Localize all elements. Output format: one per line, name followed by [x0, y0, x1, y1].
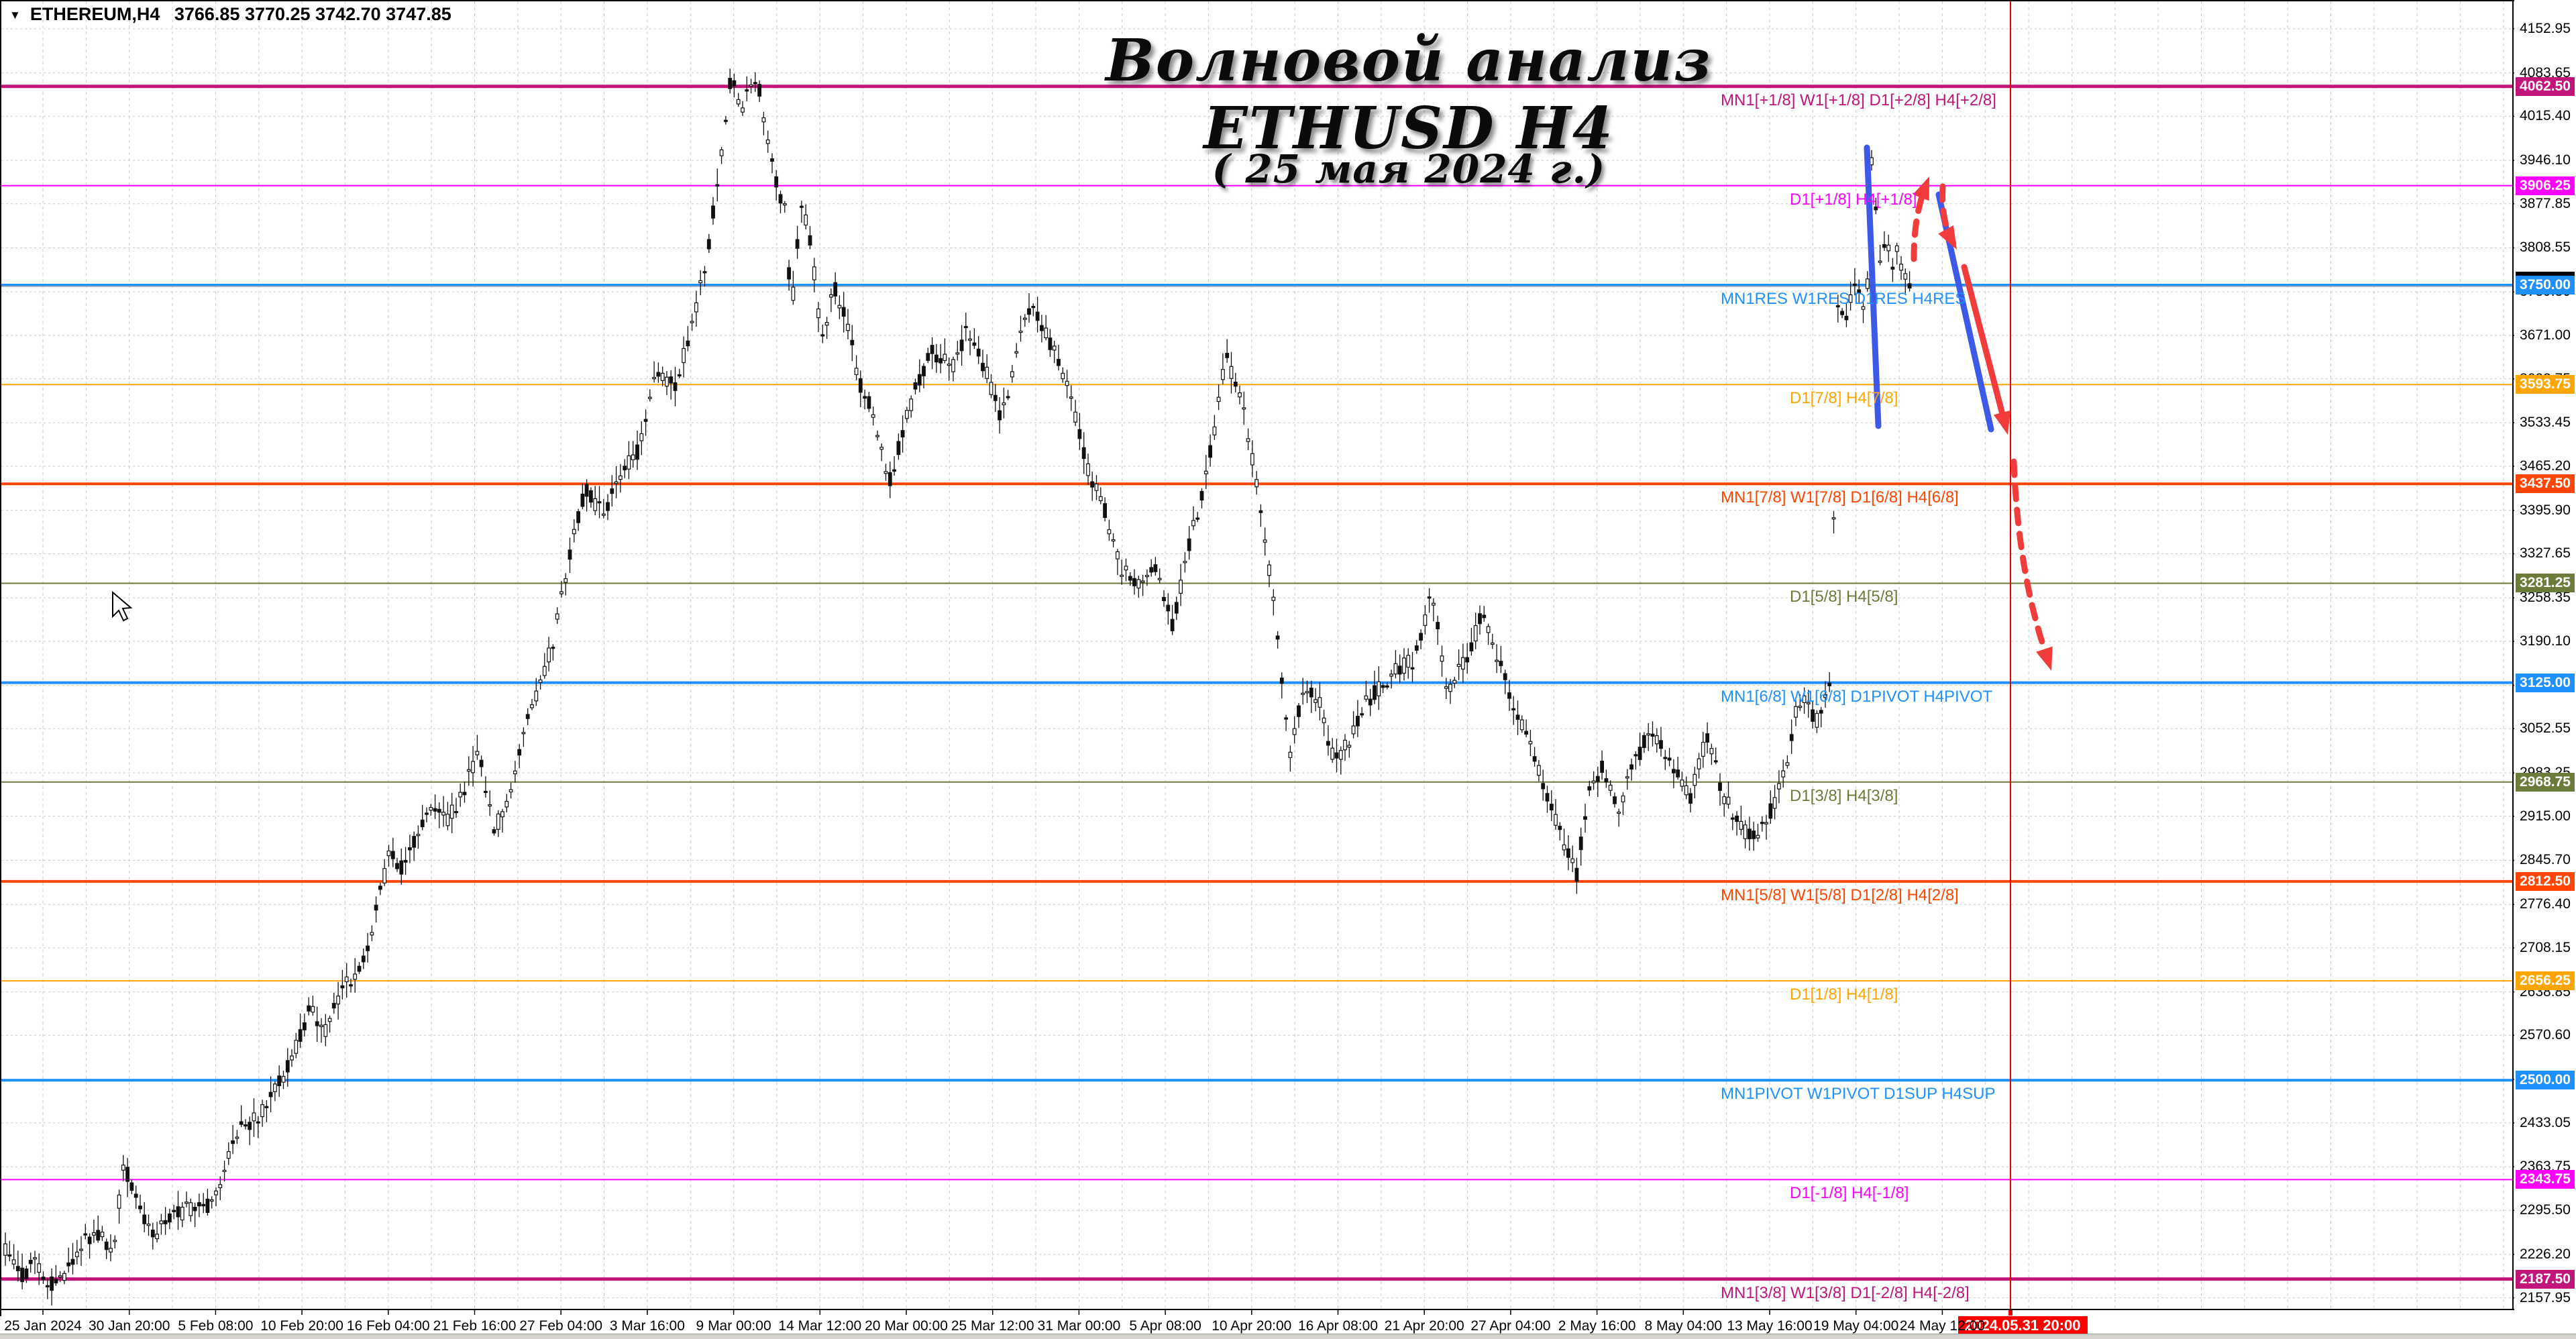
dashed-up-arrow[interactable]	[1911, 182, 1929, 262]
time-tick-label: 27 Feb 04:00	[519, 1318, 603, 1334]
level-price-badge: 3750.00	[2516, 276, 2575, 294]
symbol-dropdown-icon[interactable]: ▼	[9, 8, 21, 21]
price-tick-label: 2570.60	[2520, 1027, 2571, 1043]
price-tick-label: 3327.65	[2520, 545, 2571, 561]
analysis-title: Волновой анализ ETHUSD H4	[1106, 27, 1712, 162]
symbol-name: ETHEREUM,H4	[30, 4, 160, 24]
price-tick-label: 3946.10	[2520, 152, 2571, 168]
price-tick-label: 2776.40	[2520, 896, 2571, 912]
candlestick-series	[3, 77, 1912, 1291]
level-price-badge: 3281.25	[2516, 574, 2575, 593]
window-left-border	[0, 0, 1, 1316]
price-tick-label: 4083.65	[2520, 64, 2571, 81]
price-tick-label: 2708.15	[2520, 939, 2571, 955]
window-bottom-strip	[0, 1334, 2576, 1339]
time-tick-label: 19 May 04:00	[1813, 1318, 1899, 1334]
murrey-label: MN1[5/8] W1[5/8] D1[2/8] H4[2/8]	[1721, 886, 1959, 904]
time-tick-label: 8 May 04:00	[1644, 1318, 1723, 1334]
time-tick-label: 13 May 16:00	[1727, 1318, 1813, 1334]
murrey-label: MN1[3/8] W1[3/8] D1[-2/8] H4[-2/8]	[1721, 1283, 1970, 1302]
murrey-label: D1[-1/8] H4[-1/8]	[1790, 1184, 1909, 1203]
level-price-badge: 3125.00	[2516, 673, 2575, 692]
time-tick-label: 10 Feb 20:00	[260, 1318, 343, 1334]
price-tick-label: 2845.70	[2520, 852, 2571, 868]
price-tick-label: 2226.20	[2520, 1246, 2571, 1262]
solid-down-arrow-head	[1993, 410, 2010, 435]
dashed-down-arrow-2[interactable]	[2010, 458, 2047, 651]
murrey-label: D1[3/8] H4[3/8]	[1790, 786, 1898, 805]
window-top-border	[0, 0, 2576, 1]
price-tick-label: 2915.00	[2520, 808, 2571, 824]
symbol-ohlc-line: ▼ ETHEREUM,H4 3766.85 3770.25 3742.70 37…	[9, 4, 451, 25]
wave-up-blue-line[interactable]	[1864, 144, 1882, 429]
level-price-badge: 3906.25	[2516, 176, 2575, 195]
time-tick-label: 21 Feb 16:00	[433, 1318, 517, 1334]
level-price-badge: 2968.75	[2516, 772, 2575, 792]
murrey-label: MN1RES W1RES D1RES H4RES	[1721, 290, 1966, 308]
level-price-badge: 3437.50	[2516, 474, 2575, 494]
murrey-label: MN1PIVOT W1PIVOT D1SUP H4SUP	[1721, 1085, 1996, 1104]
price-tick-label: 3877.85	[2520, 195, 2571, 211]
price-tick-label: 3808.55	[2520, 239, 2571, 256]
price-tick-label: 3190.10	[2520, 633, 2571, 649]
time-tick-label: 14 Mar 12:00	[778, 1318, 862, 1334]
murrey-label: D1[1/8] H4[1/8]	[1790, 985, 1898, 1004]
mouse-cursor-icon	[112, 590, 133, 622]
level-price-badge: 3593.75	[2516, 375, 2575, 394]
murrey-label: D1[+1/8] H4[+1/8]	[1790, 190, 1917, 209]
price-tick-label: 2295.50	[2520, 1202, 2571, 1218]
time-tick-label: 2 May 16:00	[1558, 1318, 1636, 1334]
price-tick-label: 2157.95	[2520, 1289, 2571, 1305]
price-tick-label: 4152.95	[2520, 20, 2571, 36]
murrey-label: D1[5/8] H4[5/8]	[1790, 588, 1898, 606]
time-tick-label: 30 Jan 20:00	[88, 1318, 170, 1334]
time-axis[interactable]: 2024.05.31 20:00 25 Jan 2024 30 Jan 20:00…	[0, 1316, 2576, 1335]
time-tick-label: 5 Apr 08:00	[1129, 1318, 1201, 1334]
level-price-badge: 2187.50	[2516, 1269, 2575, 1289]
time-tick-label: 24 May 12:00	[1899, 1318, 1986, 1334]
time-tick-label: 27 Apr 04:00	[1470, 1318, 1551, 1334]
level-price-badge: 2812.50	[2516, 871, 2575, 891]
solid-down-arrow[interactable]	[1961, 264, 2006, 419]
murrey-label: D1[7/8] H4[7/8]	[1790, 389, 1898, 408]
level-price-badge: 4062.50	[2516, 76, 2575, 96]
dashed-up-arrow-head	[1913, 176, 1929, 201]
murrey-label: MN1[6/8] W1[6/8] D1PIVOT H4PIVOT	[1721, 687, 1993, 706]
dashed-down-arrow-2-head	[2036, 646, 2053, 671]
time-tick-label: 21 Apr 20:00	[1384, 1318, 1464, 1334]
time-tick-label: 25 Mar 12:00	[951, 1318, 1034, 1334]
price-tick-label: 2433.05	[2520, 1114, 2571, 1130]
time-tick-label: 9 Mar 00:00	[696, 1318, 771, 1334]
price-tick-label: 4015.40	[2520, 108, 2571, 124]
analysis-date-subtitle: ( 25 мая 2024 г.)	[1212, 146, 1606, 192]
price-tick-label: 3395.90	[2520, 502, 2571, 518]
level-price-badge: 2656.25	[2516, 971, 2575, 991]
murrey-label: MN1[+1/8] W1[+1/8] D1[+2/8] H4[+2/8]	[1721, 91, 1996, 109]
level-price-badge: 2500.00	[2516, 1071, 2575, 1090]
price-tick-label: 3671.00	[2520, 327, 2571, 343]
murrey-label: MN1[7/8] W1[7/8] D1[6/8] H4[6/8]	[1721, 488, 1959, 507]
time-tick-label: 16 Feb 04:00	[346, 1318, 430, 1334]
price-tick-label: 3052.55	[2520, 720, 2571, 737]
symbol-ohlc-values: 3766.85 3770.25 3742.70 3747.85	[169, 4, 451, 24]
time-tick-label: 3 Mar 16:00	[609, 1318, 685, 1334]
price-tick-label: 3533.45	[2520, 415, 2571, 431]
price-tick-label: 3258.35	[2520, 590, 2571, 606]
price-tick-label: 3465.20	[2520, 458, 2571, 474]
time-tick-label: 31 Mar 00:00	[1037, 1318, 1121, 1334]
level-price-badge: 2343.75	[2516, 1170, 2575, 1189]
price-axis[interactable]: 4152.95 4083.65 4015.40 3946.10 3877.85 3808.…	[2514, 0, 2576, 1316]
time-tick-label: 20 Mar 00:00	[865, 1318, 948, 1334]
forecast-time-badge: 2024.05.31 20:00	[1958, 1316, 2088, 1335]
time-tick-label: 25 Jan 2024	[4, 1318, 82, 1334]
time-tick-label: 5 Feb 08:00	[178, 1318, 254, 1334]
dashed-down-arrow-1-head	[1938, 225, 1957, 250]
time-tick-label: 10 Apr 20:00	[1212, 1318, 1292, 1334]
time-tick-label: 16 Apr 08:00	[1297, 1318, 1379, 1334]
